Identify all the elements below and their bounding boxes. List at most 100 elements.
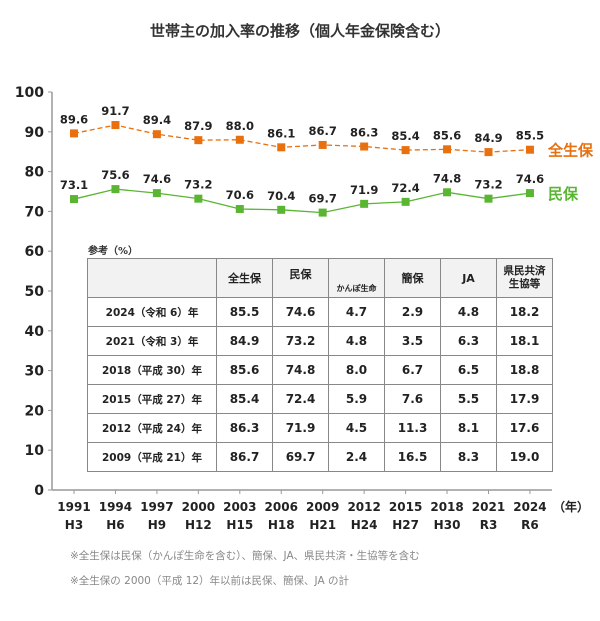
data-label: 85.4 bbox=[391, 129, 419, 143]
x-tick-label: 2015 bbox=[389, 500, 422, 514]
cell-value: 17.6 bbox=[496, 413, 553, 443]
header-minpo: 民保 bbox=[272, 258, 329, 298]
x-tick-sublabel: H12 bbox=[185, 518, 212, 532]
cell-value: 7.6 bbox=[384, 384, 441, 414]
data-point bbox=[443, 145, 452, 154]
x-tick-label: 1994 bbox=[99, 500, 132, 514]
x-tick-label: 1997 bbox=[140, 500, 173, 514]
data-point bbox=[235, 135, 244, 144]
data-label: 89.6 bbox=[60, 112, 88, 126]
x-tick-sublabel: H27 bbox=[392, 518, 419, 532]
cell-value: 18.2 bbox=[496, 297, 553, 327]
cell-value: 84.9 bbox=[216, 326, 273, 356]
table-caption: 参考（%） bbox=[88, 246, 139, 257]
data-label: 86.7 bbox=[309, 124, 337, 138]
data-label: 73.2 bbox=[184, 178, 212, 192]
table-row: 2012（平成 24）年 86.3 71.9 4.5 11.3 8.1 17.6 bbox=[87, 413, 553, 443]
table-row: 2024（令和 6）年 85.5 74.6 4.7 2.9 4.8 18.2 bbox=[87, 297, 553, 327]
y-tick-label: 20 bbox=[25, 403, 45, 419]
data-point bbox=[525, 189, 534, 198]
data-point bbox=[484, 148, 493, 157]
data-label: 74.6 bbox=[516, 172, 544, 186]
header-ja: JA bbox=[440, 258, 497, 298]
x-tick-sublabel: H9 bbox=[148, 518, 166, 532]
data-point bbox=[111, 121, 120, 130]
cell-value: 8.3 bbox=[440, 442, 497, 472]
x-tick-sublabel: R3 bbox=[480, 518, 498, 532]
y-tick-label: 10 bbox=[25, 443, 45, 459]
row-year: 2009（平成 21）年 bbox=[87, 442, 217, 472]
y-tick-label: 90 bbox=[25, 125, 45, 141]
y-tick-label: 60 bbox=[25, 244, 45, 260]
cell-value: 2.4 bbox=[328, 442, 385, 472]
data-point bbox=[152, 130, 161, 139]
cell-value: 86.3 bbox=[216, 413, 273, 443]
header-zenseiho: 全生保 bbox=[216, 258, 273, 298]
data-point bbox=[318, 208, 327, 217]
cell-value: 6.7 bbox=[384, 355, 441, 385]
cell-value: 18.8 bbox=[496, 355, 553, 385]
footnote-1: ※全生保は民保（かんぽ生命を含む）、簡保、JA、県民共済・生協等を含む bbox=[70, 550, 420, 562]
row-year: 2024（令和 6）年 bbox=[87, 297, 217, 327]
data-point bbox=[194, 194, 203, 203]
x-tick-label: 2006 bbox=[265, 500, 298, 514]
data-point bbox=[360, 199, 369, 208]
data-label: 89.4 bbox=[143, 113, 171, 127]
data-label: 91.7 bbox=[101, 104, 129, 118]
x-axis-unit: （年） bbox=[553, 499, 589, 514]
data-label: 73.2 bbox=[474, 178, 502, 192]
cell-value: 4.7 bbox=[328, 297, 385, 327]
cell-value: 85.5 bbox=[216, 297, 273, 327]
data-point bbox=[194, 136, 203, 145]
data-point bbox=[443, 188, 452, 197]
data-label: 75.6 bbox=[101, 168, 129, 182]
x-tick-sublabel: H6 bbox=[106, 518, 124, 532]
data-label: 69.7 bbox=[309, 192, 337, 206]
cell-value: 4.8 bbox=[328, 326, 385, 356]
data-point bbox=[152, 189, 161, 198]
data-label: 84.9 bbox=[474, 131, 502, 145]
cell-value: 86.7 bbox=[216, 442, 273, 472]
data-label: 86.1 bbox=[267, 126, 295, 140]
y-tick-label: 30 bbox=[25, 364, 45, 380]
series-line-1 bbox=[73, 188, 531, 214]
cell-value: 72.4 bbox=[272, 384, 329, 414]
data-point bbox=[70, 129, 78, 138]
header-kyosai: 県民共済 生協等 bbox=[496, 258, 553, 298]
cell-value: 85.6 bbox=[216, 355, 273, 385]
data-point bbox=[525, 145, 534, 154]
series-label: 全生保 bbox=[547, 142, 594, 160]
data-label: 85.6 bbox=[433, 128, 461, 142]
x-tick-sublabel: R6 bbox=[521, 518, 539, 532]
data-point bbox=[70, 195, 78, 204]
data-label: 70.6 bbox=[226, 188, 254, 202]
row-year: 2015（平成 27）年 bbox=[87, 384, 217, 414]
data-label: 88.0 bbox=[226, 119, 254, 133]
cell-value: 5.9 bbox=[328, 384, 385, 414]
series-label: 民保 bbox=[548, 185, 579, 203]
x-tick-label: 2003 bbox=[223, 500, 256, 514]
cell-value: 8.0 bbox=[328, 355, 385, 385]
cell-value: 6.5 bbox=[440, 355, 497, 385]
data-label: 74.6 bbox=[143, 172, 171, 186]
data-label: 74.8 bbox=[433, 171, 461, 185]
x-tick-label: 2021 bbox=[472, 500, 505, 514]
series-line-0 bbox=[73, 124, 530, 153]
cell-value: 3.5 bbox=[384, 326, 441, 356]
x-tick-sublabel: H30 bbox=[434, 518, 461, 532]
x-tick-label: 1991 bbox=[57, 500, 90, 514]
data-label: 86.3 bbox=[350, 126, 378, 140]
data-label: 73.1 bbox=[60, 178, 88, 192]
table-row: 2018（平成 30）年 85.6 74.8 8.0 6.7 6.5 18.8 bbox=[87, 355, 553, 385]
reference-table: 全生保 民保 かんぽ生命 簡保 JA 県民共済 生協等 2024（令和 6）年 8… bbox=[87, 258, 553, 472]
row-year: 2018（平成 30）年 bbox=[87, 355, 217, 385]
cell-value: 74.8 bbox=[272, 355, 329, 385]
x-tick-label: 2000 bbox=[182, 500, 215, 514]
cell-value: 18.1 bbox=[496, 326, 553, 356]
cell-value: 4.8 bbox=[440, 297, 497, 327]
data-label: 70.4 bbox=[267, 189, 295, 203]
cell-value: 19.0 bbox=[496, 442, 553, 472]
x-tick-label: 2018 bbox=[430, 500, 463, 514]
cell-value: 11.3 bbox=[384, 413, 441, 443]
